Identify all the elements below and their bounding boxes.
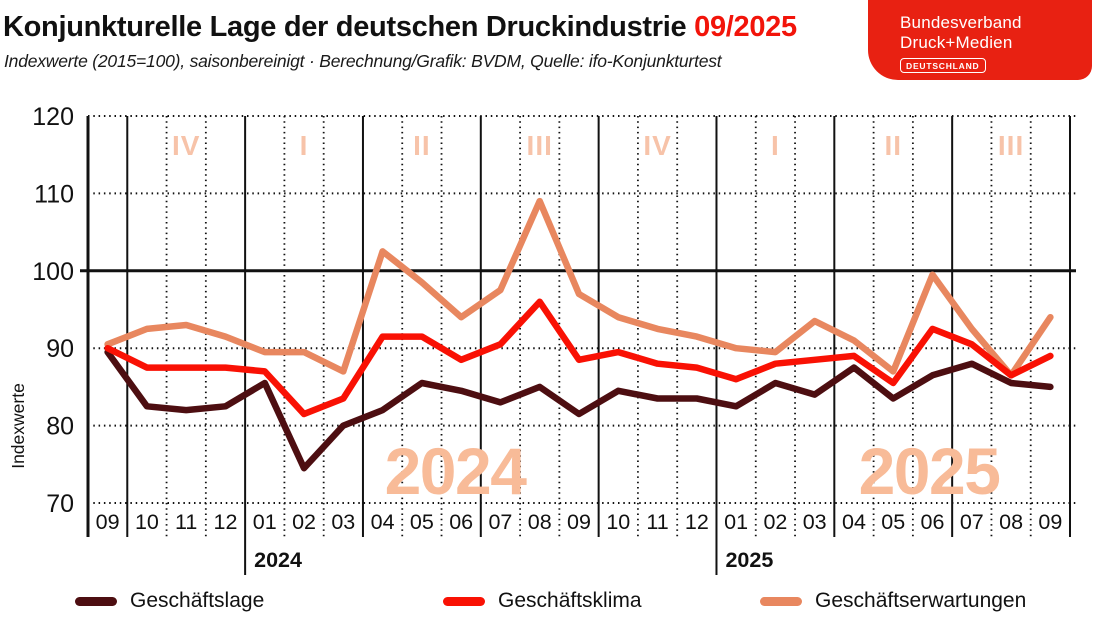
watermark-2025: 2025 bbox=[859, 434, 1000, 508]
x-tick-label: 10 bbox=[606, 510, 630, 534]
x-tick-label: 02 bbox=[292, 510, 316, 534]
x-tick-label: 03 bbox=[331, 510, 355, 534]
y-tick-label-110: 110 bbox=[34, 180, 74, 208]
x-tick-label: 03 bbox=[803, 510, 827, 534]
quarter-label-III: III bbox=[527, 130, 553, 161]
year-label-2024: 2024 bbox=[254, 548, 302, 572]
y-tick-label-100: 100 bbox=[32, 258, 74, 286]
x-tick-label: 07 bbox=[488, 510, 512, 534]
y-axis-labels: 70 80 90 100 110 120 bbox=[32, 103, 74, 518]
legend-label-geschaeftserwartungen: Geschäftserwartungen bbox=[815, 589, 1027, 612]
quarter-label-IV: IV bbox=[643, 130, 671, 161]
watermark-2024: 2024 bbox=[385, 434, 528, 508]
x-tick-label: 08 bbox=[528, 510, 552, 534]
quarter-labels: IV I II III IV I II III bbox=[172, 130, 1024, 161]
legend-item-geschaeftserwartungen: Geschäftserwartungen bbox=[760, 586, 1026, 616]
x-tick-label: 05 bbox=[881, 510, 905, 534]
series-line-geschaeftserwartungen bbox=[104, 197, 1054, 379]
legend: Geschäftslage Geschäftsklima Geschäftser… bbox=[0, 586, 1100, 619]
x-axis-year-labels: 2024 2025 bbox=[254, 548, 773, 572]
quarter-label-II: II bbox=[413, 130, 431, 161]
x-tick-label: 09 bbox=[96, 510, 120, 534]
x-tick-label: 12 bbox=[685, 510, 709, 534]
logo-line2: Druck+Medien bbox=[900, 33, 1013, 52]
x-tick-label: 01 bbox=[253, 510, 277, 534]
quarter-label-I: I bbox=[300, 130, 309, 161]
x-tick-label: 10 bbox=[135, 510, 159, 534]
x-tick-label: 06 bbox=[449, 510, 473, 534]
quarter-label-I: I bbox=[771, 130, 780, 161]
page-subtitle: Indexwerte (2015=100), saisonbereinigt ·… bbox=[4, 51, 722, 71]
page-title-date: 09/2025 bbox=[694, 11, 797, 43]
quarter-label-IV: IV bbox=[172, 130, 200, 161]
quarter-label-III: III bbox=[998, 130, 1024, 161]
quarter-label-II: II bbox=[884, 130, 902, 161]
x-tick-label: 01 bbox=[724, 510, 748, 534]
year-watermarks: 2024 2025 bbox=[385, 434, 1001, 508]
series-lines bbox=[104, 197, 1054, 472]
y-axis-title-text: Indexwerte bbox=[8, 383, 28, 469]
series-line-geschaeftslage bbox=[104, 348, 1054, 472]
series-line-geschaeftsklima bbox=[104, 298, 1054, 418]
gridlines-vertical bbox=[86, 116, 1071, 575]
x-tick-label: 11 bbox=[646, 510, 668, 534]
legend-label-geschaeftsklima: Geschäftsklima bbox=[498, 589, 642, 612]
legend-swatch-geschaeftsklima bbox=[443, 596, 485, 606]
x-tick-label: 09 bbox=[1038, 510, 1062, 534]
year-label-2025: 2025 bbox=[725, 548, 773, 572]
x-tick-label: 09 bbox=[567, 510, 591, 534]
x-tick-label: 06 bbox=[921, 510, 945, 534]
legend-swatch-geschaeftslage bbox=[75, 596, 117, 606]
y-tick-label-80: 80 bbox=[46, 413, 74, 441]
y-tick-label-90: 90 bbox=[46, 335, 74, 363]
logo-line1: Bundesverband bbox=[900, 13, 1022, 32]
legend-item-geschaeftslage: Geschäftslage bbox=[75, 586, 264, 616]
x-tick-label: 08 bbox=[999, 510, 1023, 534]
y-tick-label-70: 70 bbox=[46, 490, 74, 518]
x-tick-label: 07 bbox=[960, 510, 984, 534]
legend-label-geschaeftslage: Geschäftslage bbox=[130, 589, 265, 612]
page-title-text: Konjunkturelle Lage der deutschen Drucki… bbox=[3, 11, 687, 43]
legend-swatch-geschaeftserwartungen bbox=[760, 596, 802, 606]
x-tick-label: 05 bbox=[410, 510, 434, 534]
header: Konjunkturelle Lage der deutschen Drucki… bbox=[0, 0, 1100, 95]
x-axis-labels: 09 10 11 12 01 02 03 04 05 06 07 08 09 10 11 12 01 02 03 04… bbox=[96, 510, 1063, 534]
x-tick-label: 11 bbox=[175, 510, 197, 534]
page-title: Konjunkturelle Lage der deutschen Drucki… bbox=[3, 11, 797, 44]
y-tick-label-120: 120 bbox=[32, 103, 74, 131]
x-tick-label: 12 bbox=[214, 510, 238, 534]
logo-badge: DEUTSCHLAND bbox=[900, 58, 986, 73]
bvdm-logo: Bundesverband Druck+Medien DEUTSCHLAND bbox=[868, 0, 1092, 80]
y-axis-title: Indexwerte bbox=[8, 383, 28, 469]
x-tick-label: 04 bbox=[371, 510, 395, 534]
legend-item-geschaeftsklima: Geschäftsklima bbox=[443, 586, 642, 616]
x-tick-label: 04 bbox=[842, 510, 866, 534]
x-tick-label: 02 bbox=[763, 510, 787, 534]
